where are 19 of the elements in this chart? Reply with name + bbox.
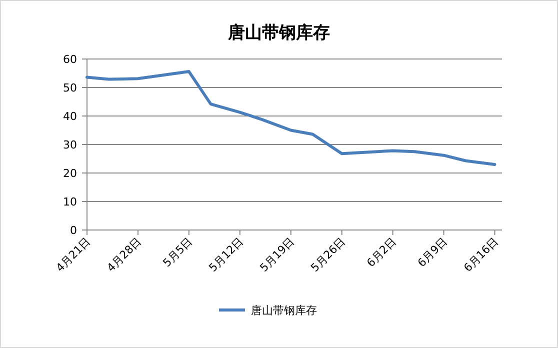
x-tick-label: 5月5日 [160,234,196,270]
y-tick-label: 10 [63,196,77,208]
x-tick-label: 6月2日 [364,234,399,270]
x-tick-label: 5月26日 [308,234,348,275]
legend-item: 唐山带钢库存 [219,304,317,317]
x-tick-label: 6月9日 [415,234,450,270]
legend-label: 唐山带钢库存 [251,304,317,317]
x-tick-label: 5月12日 [206,234,246,275]
y-tick-label: 60 [63,53,77,66]
x-tick-label: 6月16日 [461,234,501,275]
x-tick-label: 4月21日 [54,234,94,275]
y-tick-label: 40 [63,110,77,123]
x-tick-label: 4月28日 [104,234,144,275]
x-tick-label: 5月19日 [257,234,297,275]
chart-title: 唐山带钢库存 [227,23,330,43]
y-tick-label: 50 [63,82,77,94]
y-tick-label: 20 [63,167,77,180]
y-tick-label: 0 [70,224,77,237]
y-tick-label: 30 [63,138,77,152]
